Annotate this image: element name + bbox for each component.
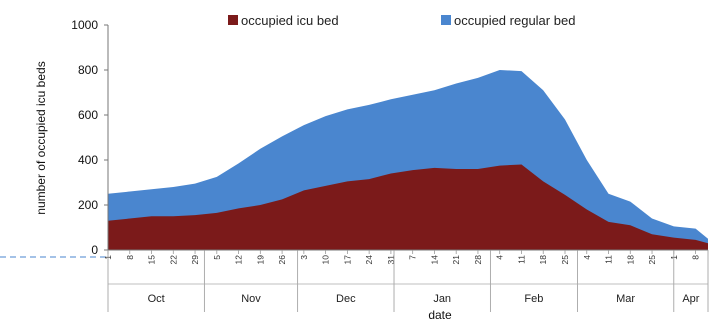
area-occupied-icu-bed — [108, 164, 708, 250]
x-tick-label: 26 — [277, 255, 287, 265]
x-tick-label: 3 — [299, 255, 309, 260]
month-label: Feb — [524, 293, 543, 305]
x-tick-label: 4 — [495, 255, 505, 260]
x-tick-label: 19 — [255, 255, 265, 265]
legend-label-regular: occupied regular bed — [454, 13, 575, 28]
x-tick-label: 17 — [342, 255, 352, 265]
month-label: Nov — [241, 293, 261, 305]
x-tick-label: 4 — [582, 255, 592, 260]
x-tick-label: 11 — [517, 255, 527, 264]
month-label: Oct — [148, 293, 165, 305]
y-tick-label: 400 — [78, 153, 98, 167]
month-label: Apr — [682, 293, 699, 305]
x-tick-label: 10 — [321, 255, 331, 265]
x-tick-label: 12 — [234, 255, 244, 265]
x-tick-label: 14 — [429, 255, 439, 265]
legend: occupied icu bed occupied regular bed — [228, 13, 575, 28]
x-tick-label: 28 — [473, 255, 483, 265]
legend-label-icu: occupied icu bed — [241, 13, 339, 28]
x-tick-label: 8 — [125, 255, 135, 260]
x-axis-title: date — [428, 308, 452, 321]
y-tick-label: 800 — [78, 63, 98, 77]
legend-swatch-icu — [228, 15, 238, 25]
x-tick-label: 21 — [451, 255, 461, 265]
y-tick-label: 0 — [91, 243, 98, 257]
y-tick-label: 1000 — [71, 18, 98, 32]
y-axis-title: number of occupied icu beds — [34, 61, 48, 214]
x-tick-label: 22 — [168, 255, 178, 265]
x-tick-label: 24 — [364, 255, 374, 265]
x-tick-label: 8 — [691, 255, 701, 260]
month-label: Mar — [616, 293, 635, 305]
x-ticks: 18 15 22 29 5 12 19 26 3 10 17 24 31 7 14 21 28 4 11 18 25 4 1… — [103, 250, 701, 264]
x-tick-label: 31 — [386, 255, 396, 265]
y-ticks: 0 200 400 600 800 1000 — [71, 18, 108, 257]
x-tick-label: 25 — [560, 255, 570, 265]
x-tick-label: 18 — [538, 255, 548, 265]
x-tick-label: 11 — [604, 255, 614, 264]
y-tick-label: 200 — [78, 198, 98, 212]
x-tick-label: 29 — [190, 255, 200, 265]
x-tick-label: 18 — [625, 255, 635, 265]
x-tick-label: 7 — [408, 255, 418, 260]
legend-swatch-regular — [441, 15, 451, 25]
y-tick-label: 600 — [78, 108, 98, 122]
month-label: Dec — [336, 293, 356, 305]
month-labels: Oct Nov Dec Jan Feb Mar Apr — [107, 250, 709, 312]
month-label: Jan — [433, 293, 451, 305]
x-tick-label: 25 — [647, 255, 657, 265]
x-tick-label: 15 — [147, 255, 157, 265]
x-tick-label: 5 — [212, 255, 222, 260]
